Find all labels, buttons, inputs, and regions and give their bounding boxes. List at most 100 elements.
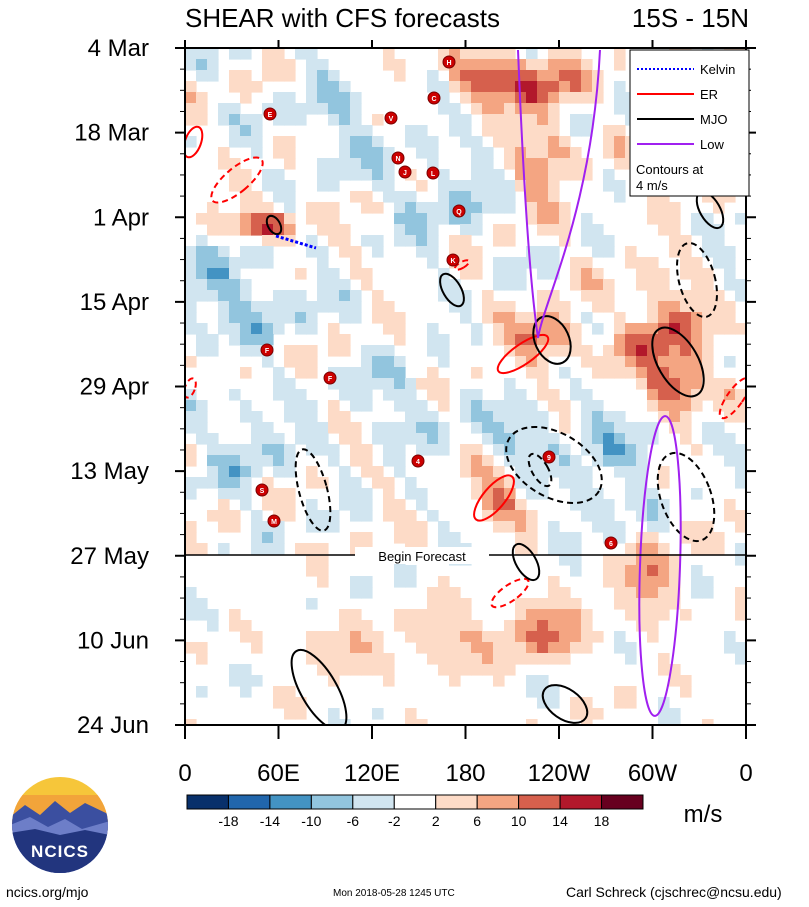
heatmap-cell: [526, 70, 538, 82]
heatmap-cell: [295, 114, 307, 126]
heatmap-cell: [548, 653, 560, 665]
heatmap-cell: [185, 257, 197, 269]
heatmap-cell: [504, 70, 516, 82]
heatmap-cell: [339, 92, 351, 104]
heatmap-cell: [306, 521, 318, 533]
heatmap-cell: [658, 290, 670, 302]
heatmap-cell: [471, 488, 483, 500]
heatmap-cell: [449, 653, 461, 665]
heatmap-cell: [449, 103, 461, 115]
heatmap-cell: [526, 488, 538, 500]
heatmap-cell: [372, 202, 384, 214]
heatmap-cell: [526, 356, 538, 368]
heatmap-cell: [669, 345, 681, 357]
heatmap-cell: [614, 103, 626, 115]
heatmap-cell: [306, 466, 318, 478]
heatmap-cell: [229, 609, 241, 621]
heatmap-cell: [284, 301, 296, 313]
heatmap-cell: [306, 422, 318, 434]
heatmap-cell: [284, 103, 296, 115]
heatmap-cell: [735, 642, 746, 654]
heatmap-cell: [504, 642, 516, 654]
heatmap-cell: [427, 378, 439, 390]
heatmap-cell: [548, 92, 560, 104]
heatmap-cell: [669, 664, 681, 676]
heatmap-cell: [306, 323, 318, 335]
heatmap-cell: [570, 554, 582, 566]
heatmap-cell: [713, 257, 725, 269]
heatmap-cell: [185, 81, 197, 93]
heatmap-cell: [559, 202, 571, 214]
heatmap-cell: [328, 719, 340, 725]
heatmap-cell: [350, 444, 362, 456]
heatmap-cell: [636, 356, 648, 368]
heatmap-cell: [603, 147, 615, 159]
heatmap-cell: [537, 477, 549, 489]
heatmap-cell: [383, 169, 395, 181]
heatmap-cell: [658, 719, 670, 725]
heatmap-cell: [284, 411, 296, 423]
heatmap-cell: [570, 268, 582, 280]
heatmap-cell: [570, 631, 582, 643]
heatmap-cell: [361, 455, 373, 467]
heatmap-cell: [559, 653, 571, 665]
colorbar-swatch: [393, 794, 437, 810]
heatmap-cell: [350, 455, 362, 467]
heatmap-cell: [339, 114, 351, 126]
heatmap-cell: [570, 334, 582, 346]
heatmap-cell: [471, 224, 483, 236]
heatmap-cell: [240, 48, 252, 60]
heatmap-cell: [493, 136, 505, 148]
er-contour: [453, 259, 471, 271]
heatmap-cell: [262, 246, 274, 258]
heatmap-cell: [229, 70, 241, 82]
heatmap-cell: [713, 543, 725, 555]
heatmap-cell: [636, 620, 648, 632]
heatmap-cell: [394, 532, 406, 544]
heatmap-cell: [427, 642, 439, 654]
heatmap-cell: [647, 323, 659, 335]
heatmap-cell: [647, 532, 659, 544]
heatmap-cell: [273, 378, 285, 390]
heatmap-cell: [724, 631, 736, 643]
storm-icon-body: [446, 253, 460, 267]
heatmap-cell: [207, 48, 219, 60]
heatmap-cell: [548, 697, 560, 709]
heatmap-cell: [361, 125, 373, 137]
heatmap-cell: [262, 202, 274, 214]
heatmap-cell: [350, 246, 362, 258]
heatmap-cell: [471, 477, 483, 489]
heatmap-cell: [460, 268, 472, 280]
heatmap-cell: [449, 620, 461, 632]
heatmap-cell: [416, 620, 428, 632]
heatmap-cell: [548, 224, 560, 236]
storm-label: S: [260, 488, 265, 495]
heatmap-cell: [658, 400, 670, 412]
heatmap-cell: [471, 455, 483, 467]
heatmap-cell: [691, 587, 703, 599]
storm-label: Q: [456, 209, 462, 216]
heatmap-cell: [460, 631, 472, 643]
heatmap-cell: [449, 191, 461, 203]
heatmap-cell: [350, 653, 362, 665]
heatmap-cell: [537, 323, 549, 335]
heatmap-cell: [526, 642, 538, 654]
heatmap-cell: [581, 59, 593, 71]
heatmap-cell: [273, 686, 285, 698]
heatmap-cell: [537, 257, 549, 269]
heatmap-cell: [416, 444, 428, 456]
heatmap-cell: [504, 180, 516, 192]
heatmap-cell: [702, 191, 714, 203]
mjo-contour: [541, 684, 589, 724]
heatmap-cell: [328, 268, 340, 280]
heatmap-cell: [614, 147, 626, 159]
heatmap-cell: [350, 158, 362, 170]
heatmap-cell: [691, 334, 703, 346]
heatmap-cell: [185, 609, 197, 621]
heatmap-cell: [581, 125, 593, 137]
heatmap-cell: [713, 224, 725, 236]
heatmap-cell: [185, 389, 197, 401]
heatmap-cell: [449, 664, 461, 676]
heatmap-cell: [548, 268, 560, 280]
heatmap-cell: [185, 312, 197, 324]
